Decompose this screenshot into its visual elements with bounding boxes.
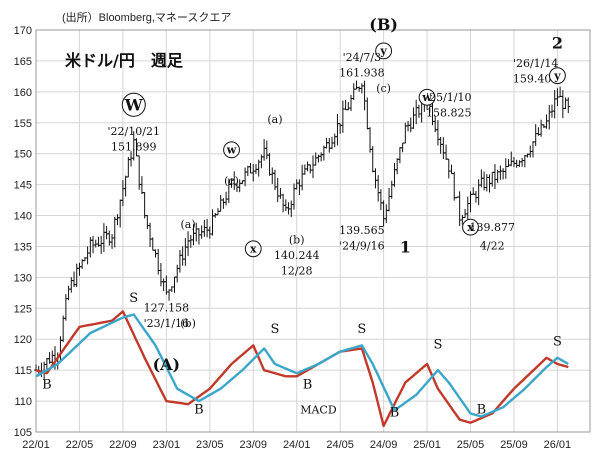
buy-marker: B bbox=[42, 378, 52, 393]
wave-label: 161.938 bbox=[339, 66, 385, 79]
y-axis-ticks: 170 165 160 155 150 145 140 135 130 125 120 115 110 1… bbox=[14, 25, 32, 439]
wave-label: 12/28 bbox=[281, 264, 313, 277]
sell-marker: S bbox=[433, 338, 442, 353]
y-tick-label: 165 bbox=[14, 56, 32, 68]
price-candles bbox=[34, 80, 571, 379]
x-tick-label: 25/01 bbox=[413, 439, 441, 451]
wave-label: '26/1/14 bbox=[513, 57, 558, 70]
y-tick-label: 125 bbox=[14, 303, 32, 315]
wave-circle-y bbox=[375, 42, 393, 60]
y-tick-label: 115 bbox=[14, 365, 32, 377]
wave-label: 139.565 bbox=[339, 224, 385, 237]
x-tick-label: 25/09 bbox=[500, 439, 528, 451]
wave-label: 139.877 bbox=[469, 221, 515, 234]
x-tick-label: 23/05 bbox=[196, 439, 224, 451]
x-tick-label: 26/01 bbox=[544, 439, 572, 451]
grid-lines bbox=[35, 29, 591, 433]
macd-line-blue bbox=[35, 313, 569, 418]
wave-label: 158.825 bbox=[426, 107, 472, 120]
buy-marker: B bbox=[303, 378, 313, 393]
sell-marker: S bbox=[129, 291, 138, 306]
wave-label: 151.899 bbox=[111, 141, 157, 154]
wave-label: 140.244 bbox=[274, 249, 320, 262]
x-tick-label: 23/09 bbox=[239, 439, 267, 451]
wave-label: x bbox=[250, 243, 257, 256]
source-note: (出所）Bloomberg,マネースクエア bbox=[62, 10, 231, 24]
wave-label: w bbox=[421, 91, 432, 104]
y-tick-label: 155 bbox=[14, 118, 32, 130]
x-tick-label: 25/05 bbox=[457, 439, 485, 451]
wave-label: 2 bbox=[552, 34, 563, 53]
wave-label: (a) bbox=[181, 218, 196, 231]
x-tick-label: 24/05 bbox=[326, 439, 354, 451]
wave-label: (c) bbox=[224, 175, 239, 188]
sell-marker: S bbox=[271, 322, 280, 337]
wave-circle-w bbox=[418, 88, 436, 106]
wave-circle-w bbox=[121, 92, 146, 117]
wave-label: x bbox=[467, 221, 474, 234]
y-tick-label: 105 bbox=[14, 427, 32, 439]
buy-marker: B bbox=[194, 402, 204, 417]
macd-buy-sell-markers: B S B S B S B S B S bbox=[42, 291, 562, 420]
macd-line-red bbox=[35, 310, 569, 427]
wave-label: '25/1/10 bbox=[426, 91, 471, 104]
x-axis-ticks: 22/01 22/05 22/09 23/01 23/05 23/09 24/01 24/05… bbox=[22, 439, 571, 451]
wave-label: 4/22 bbox=[480, 240, 505, 253]
x-tick-label: 22/01 bbox=[22, 439, 50, 451]
wave-label: MACD bbox=[300, 403, 337, 416]
wave-circle-x bbox=[462, 218, 479, 236]
wave-label: (a) bbox=[267, 113, 282, 126]
y-tick-label: 135 bbox=[14, 241, 32, 253]
wave-circle-w bbox=[223, 141, 240, 159]
y-tick-label: 160 bbox=[14, 87, 32, 99]
y-tick-label: 120 bbox=[14, 334, 32, 346]
x-tick-label: 24/01 bbox=[283, 439, 311, 451]
plot-frame bbox=[35, 29, 591, 433]
wave-label: W bbox=[124, 95, 144, 114]
wave-label: (b) bbox=[289, 233, 305, 246]
sell-marker: S bbox=[357, 322, 366, 337]
x-tick-label: 24/09 bbox=[370, 439, 398, 451]
x-tick-label: 23/01 bbox=[153, 439, 181, 451]
wave-label: '23/1/16 bbox=[144, 317, 189, 330]
y-tick-label: 145 bbox=[14, 180, 32, 192]
wave-label: y bbox=[553, 69, 561, 82]
macd-lines bbox=[35, 310, 569, 427]
wave-label: 127.158 bbox=[144, 301, 190, 314]
chart-title: 米ドル/円 週足 bbox=[65, 51, 184, 70]
y-tick-label: 110 bbox=[14, 396, 32, 408]
wave-label: (c) bbox=[376, 82, 391, 95]
x-tick-label: 22/05 bbox=[66, 439, 94, 451]
y-tick-label: 150 bbox=[14, 149, 32, 161]
buy-marker: B bbox=[477, 402, 487, 417]
wave-label: (B) bbox=[369, 15, 398, 34]
x-tick-label: 22/09 bbox=[109, 439, 137, 451]
wave-label: (A) bbox=[153, 355, 181, 374]
wave-label: 159.405 bbox=[513, 73, 559, 86]
wave-circle-x bbox=[244, 240, 262, 258]
sell-marker: S bbox=[553, 334, 562, 349]
wave-circle-y bbox=[548, 67, 566, 85]
wave-label: '24/7/3 bbox=[343, 51, 381, 64]
wave-label: '22/10/21 bbox=[108, 125, 160, 138]
wave-label: w bbox=[226, 144, 237, 157]
wave-label: '24/9/16 bbox=[339, 240, 384, 253]
buy-marker: B bbox=[390, 406, 400, 421]
wave-label: (b) bbox=[180, 317, 196, 330]
y-tick-label: 130 bbox=[14, 272, 32, 284]
y-tick-label: 170 bbox=[14, 25, 32, 37]
wave-label: y bbox=[379, 45, 387, 58]
wave-label: 1 bbox=[400, 238, 411, 257]
y-tick-label: 140 bbox=[14, 211, 32, 223]
wave-annotations: W '22/10/21 151.899 127.158 '23/1/16 (a) (b) (A… bbox=[108, 15, 566, 416]
